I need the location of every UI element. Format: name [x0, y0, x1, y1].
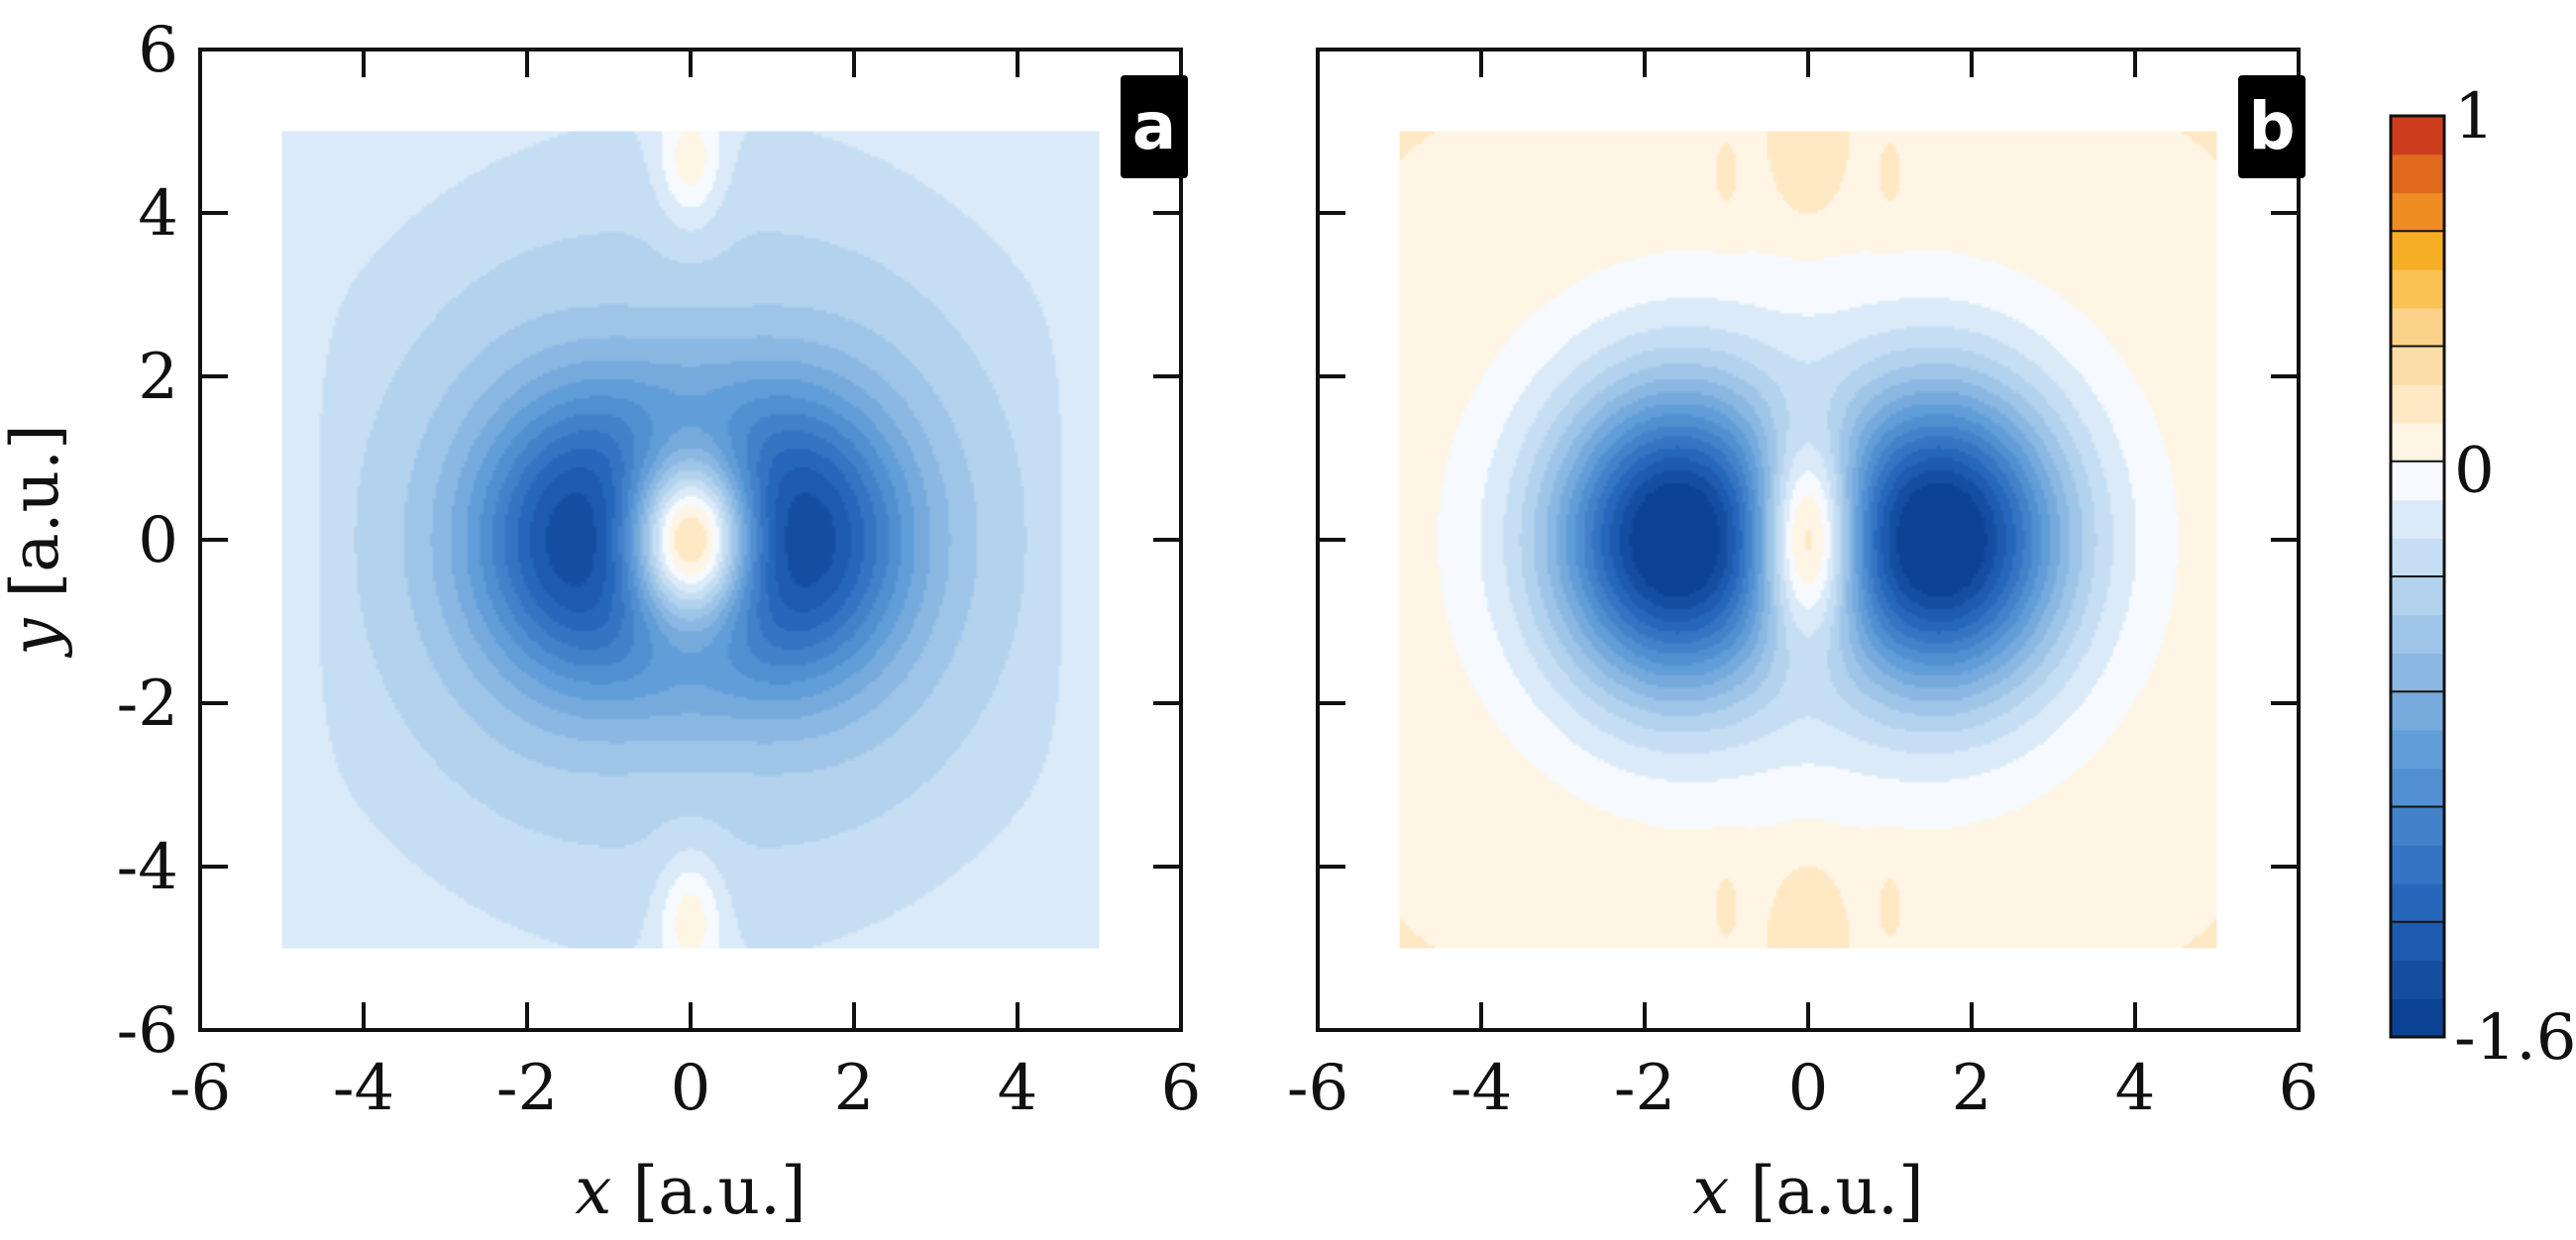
colorbar-band: [2391, 730, 2444, 770]
x-axis-label-a-unit: [a.u.]: [611, 1153, 805, 1229]
colorbar-band: [2391, 691, 2444, 731]
x-tick-label-a: -6: [169, 1052, 231, 1125]
x-tick-label-b: 2: [1952, 1052, 1992, 1125]
colorbar-band: [2391, 346, 2444, 385]
y-axis-label-a-unit: [a.u.]: [0, 424, 73, 618]
colorbar-band: [2391, 423, 2444, 463]
y-tick-label-a: -4: [117, 831, 178, 904]
panel-label-a-text: a: [1132, 88, 1177, 164]
x-tick-label-b: -2: [1614, 1052, 1675, 1125]
y-tick-label-a: -6: [117, 994, 178, 1068]
colorbar-band: [2391, 231, 2444, 270]
colorbar-band: [2391, 768, 2444, 808]
colorbar-band: [2391, 269, 2444, 309]
panel-label-a: a: [1121, 75, 1188, 178]
x-axis-label-b: x [a.u.]: [1692, 1153, 1924, 1229]
panel-b: -6 -4 -2 0 2 4 6 b x [a.u.]: [1287, 48, 2319, 1229]
x-tick-label-a: 2: [834, 1052, 875, 1125]
y-tick-label-a: 6: [138, 14, 178, 87]
colorbar-frame: [2389, 114, 2446, 1039]
x-tick-label-b: -4: [1450, 1052, 1512, 1125]
colorbar-band: [2391, 883, 2444, 923]
colorbar-bands: [2391, 116, 2444, 1038]
y-tick-label-a: -2: [117, 668, 178, 741]
colorbar-band: [2391, 960, 2444, 999]
x-tick-label-b: -6: [1287, 1052, 1348, 1125]
x-tick-label-a: 4: [998, 1052, 1038, 1125]
colorbar-band: [2391, 576, 2444, 616]
colorbar-band: [2391, 384, 2444, 424]
x-axis-label-b-unit: [a.u.]: [1729, 1153, 1923, 1229]
colorbar-band: [2391, 116, 2444, 155]
colorbar-band: [2391, 307, 2444, 348]
y-axis-label-a: y [a.u.]: [0, 424, 73, 659]
heatmap-b: [1399, 131, 2217, 949]
colorbar-max-label: 1: [2454, 80, 2495, 154]
x-tick-label-b: 0: [1788, 1052, 1829, 1125]
x-tick-label-b: 6: [2279, 1052, 2319, 1125]
y-axis-label-a-var: y: [0, 618, 73, 659]
y-tick-label-a: 4: [138, 177, 178, 251]
colorbar-band: [2391, 538, 2444, 577]
x-axis-label-a: x [a.u.]: [575, 1153, 806, 1229]
x-tick-label-a: -4: [333, 1052, 394, 1125]
ticks-a: -6 -4 -2 0 2 4 6 -6 -4 -2 0 2 4 6: [117, 14, 1202, 1125]
x-axis-label-b-var: x: [1692, 1153, 1729, 1229]
colorbar: 1 0 -1.6: [2389, 80, 2576, 1075]
y-tick-label-a: 2: [138, 341, 178, 414]
colorbar-band: [2391, 845, 2444, 884]
x-tick-label-a: 6: [1161, 1052, 1202, 1125]
x-tick-label-a: -2: [496, 1052, 558, 1125]
colorbar-band: [2391, 998, 2444, 1038]
colorbar-zero-label: 0: [2454, 435, 2495, 508]
colorbar-band: [2391, 461, 2444, 501]
colorbar-band: [2391, 154, 2444, 194]
colorbar-band: [2391, 921, 2444, 962]
colorbar-band: [2391, 653, 2444, 692]
panel-label-b-text: b: [2248, 88, 2295, 164]
x-tick-label-b: 4: [2115, 1052, 2156, 1125]
panel-a: -6 -4 -2 0 2 4 6 -6 -4 -2 0 2 4 6 a x [a.u.] y [a.u.]: [0, 14, 1201, 1229]
colorbar-band: [2391, 499, 2444, 539]
colorbar-band: [2391, 614, 2444, 655]
panel-label-b: b: [2238, 75, 2306, 178]
heatmap-a: [281, 131, 1100, 949]
colorbar-band: [2391, 192, 2444, 232]
colorbar-band: [2391, 806, 2444, 846]
x-tick-label-a: 0: [671, 1052, 711, 1125]
colorbar-min-label: -1.6: [2454, 1001, 2576, 1075]
y-tick-label-a: 0: [138, 504, 178, 577]
x-axis-label-a-var: x: [575, 1153, 611, 1229]
ticks-b: -6 -4 -2 0 2 4 6: [1287, 50, 2319, 1125]
